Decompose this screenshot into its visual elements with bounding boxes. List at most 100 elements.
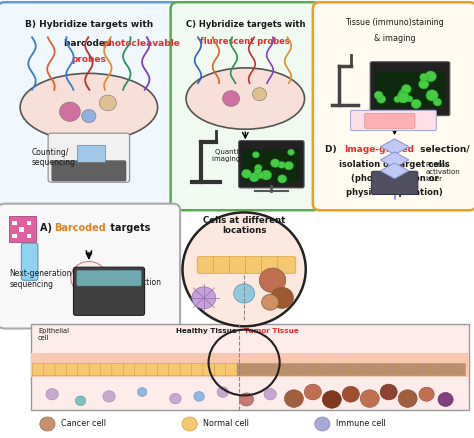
FancyBboxPatch shape bbox=[305, 364, 318, 376]
Text: Tumor Tissue: Tumor Tissue bbox=[244, 328, 299, 334]
Circle shape bbox=[401, 85, 411, 93]
Circle shape bbox=[59, 102, 80, 121]
FancyBboxPatch shape bbox=[89, 364, 101, 376]
FancyBboxPatch shape bbox=[408, 364, 420, 376]
Circle shape bbox=[262, 294, 279, 310]
Circle shape bbox=[82, 110, 96, 123]
FancyBboxPatch shape bbox=[237, 364, 249, 376]
FancyBboxPatch shape bbox=[12, 221, 17, 225]
FancyBboxPatch shape bbox=[55, 364, 67, 376]
Circle shape bbox=[425, 71, 437, 81]
FancyBboxPatch shape bbox=[283, 364, 295, 376]
FancyBboxPatch shape bbox=[370, 62, 450, 116]
Text: Tissue (immuno)staining: Tissue (immuno)staining bbox=[345, 18, 444, 28]
Text: B) Hybridize targets with: B) Hybridize targets with bbox=[25, 20, 153, 29]
Circle shape bbox=[419, 73, 428, 81]
FancyBboxPatch shape bbox=[419, 364, 431, 376]
Text: Normal cell: Normal cell bbox=[203, 420, 249, 428]
FancyBboxPatch shape bbox=[135, 364, 147, 376]
Circle shape bbox=[360, 390, 379, 407]
Circle shape bbox=[217, 387, 228, 397]
Circle shape bbox=[239, 393, 254, 406]
Text: targets: targets bbox=[107, 223, 150, 233]
Text: Counting/
sequencing: Counting/ sequencing bbox=[32, 148, 76, 167]
Text: Cells at different
locations: Cells at different locations bbox=[203, 216, 285, 235]
Circle shape bbox=[411, 99, 421, 109]
Circle shape bbox=[182, 417, 197, 431]
Circle shape bbox=[398, 92, 409, 103]
FancyBboxPatch shape bbox=[66, 364, 79, 376]
Circle shape bbox=[438, 392, 453, 406]
Circle shape bbox=[252, 152, 259, 158]
FancyBboxPatch shape bbox=[328, 364, 340, 376]
FancyBboxPatch shape bbox=[27, 234, 31, 238]
Circle shape bbox=[46, 389, 58, 400]
FancyBboxPatch shape bbox=[385, 364, 397, 376]
Text: barcoded: barcoded bbox=[64, 39, 114, 48]
Text: photocleavable: photocleavable bbox=[102, 39, 180, 48]
Circle shape bbox=[304, 384, 321, 400]
FancyBboxPatch shape bbox=[78, 364, 90, 376]
Circle shape bbox=[222, 91, 239, 106]
FancyBboxPatch shape bbox=[180, 364, 192, 376]
Text: C) Hybridize targets with: C) Hybridize targets with bbox=[185, 20, 305, 29]
FancyBboxPatch shape bbox=[246, 257, 264, 273]
Circle shape bbox=[71, 261, 107, 295]
Circle shape bbox=[234, 284, 255, 303]
FancyBboxPatch shape bbox=[44, 364, 56, 376]
Circle shape bbox=[271, 159, 280, 167]
Circle shape bbox=[397, 92, 409, 103]
FancyBboxPatch shape bbox=[203, 364, 215, 376]
Circle shape bbox=[249, 173, 259, 182]
FancyBboxPatch shape bbox=[9, 216, 36, 242]
FancyBboxPatch shape bbox=[157, 364, 170, 376]
Text: physical separation): physical separation) bbox=[346, 188, 443, 198]
Circle shape bbox=[284, 390, 303, 407]
Circle shape bbox=[255, 164, 262, 171]
Circle shape bbox=[264, 389, 276, 400]
Ellipse shape bbox=[20, 74, 157, 141]
FancyBboxPatch shape bbox=[12, 234, 17, 238]
FancyBboxPatch shape bbox=[32, 364, 45, 376]
Circle shape bbox=[182, 212, 306, 326]
FancyBboxPatch shape bbox=[0, 2, 180, 210]
Circle shape bbox=[374, 91, 383, 99]
FancyBboxPatch shape bbox=[51, 160, 126, 181]
Circle shape bbox=[99, 95, 117, 111]
Circle shape bbox=[398, 390, 417, 407]
Text: D): D) bbox=[325, 145, 339, 154]
FancyBboxPatch shape bbox=[21, 243, 38, 280]
Text: probes: probes bbox=[72, 55, 106, 64]
FancyBboxPatch shape bbox=[0, 204, 180, 328]
FancyBboxPatch shape bbox=[294, 364, 306, 376]
Text: Quantification by
imaging & analysis: Quantification by imaging & analysis bbox=[212, 149, 279, 162]
FancyBboxPatch shape bbox=[396, 364, 409, 376]
Text: A): A) bbox=[40, 223, 55, 233]
Text: Epithelial
cell: Epithelial cell bbox=[38, 328, 69, 342]
FancyBboxPatch shape bbox=[351, 364, 363, 376]
Text: Cancer cell: Cancer cell bbox=[61, 420, 106, 428]
FancyBboxPatch shape bbox=[374, 364, 386, 376]
FancyBboxPatch shape bbox=[213, 257, 231, 273]
Circle shape bbox=[419, 79, 429, 89]
Circle shape bbox=[194, 392, 204, 401]
Polygon shape bbox=[380, 152, 409, 168]
FancyBboxPatch shape bbox=[77, 145, 105, 162]
FancyBboxPatch shape bbox=[260, 364, 272, 376]
FancyBboxPatch shape bbox=[171, 2, 320, 210]
Text: (photoselection or: (photoselection or bbox=[351, 174, 438, 184]
Circle shape bbox=[259, 268, 286, 293]
FancyBboxPatch shape bbox=[271, 364, 283, 376]
Circle shape bbox=[342, 386, 359, 402]
FancyBboxPatch shape bbox=[229, 257, 247, 273]
Circle shape bbox=[284, 162, 293, 170]
FancyBboxPatch shape bbox=[19, 227, 24, 232]
FancyBboxPatch shape bbox=[442, 364, 454, 376]
FancyBboxPatch shape bbox=[77, 270, 141, 286]
Text: isolation of target cells: isolation of target cells bbox=[339, 160, 450, 169]
FancyBboxPatch shape bbox=[112, 364, 124, 376]
Circle shape bbox=[255, 168, 262, 175]
FancyBboxPatch shape bbox=[123, 364, 136, 376]
Text: & imaging: & imaging bbox=[374, 34, 415, 43]
FancyBboxPatch shape bbox=[248, 364, 261, 376]
